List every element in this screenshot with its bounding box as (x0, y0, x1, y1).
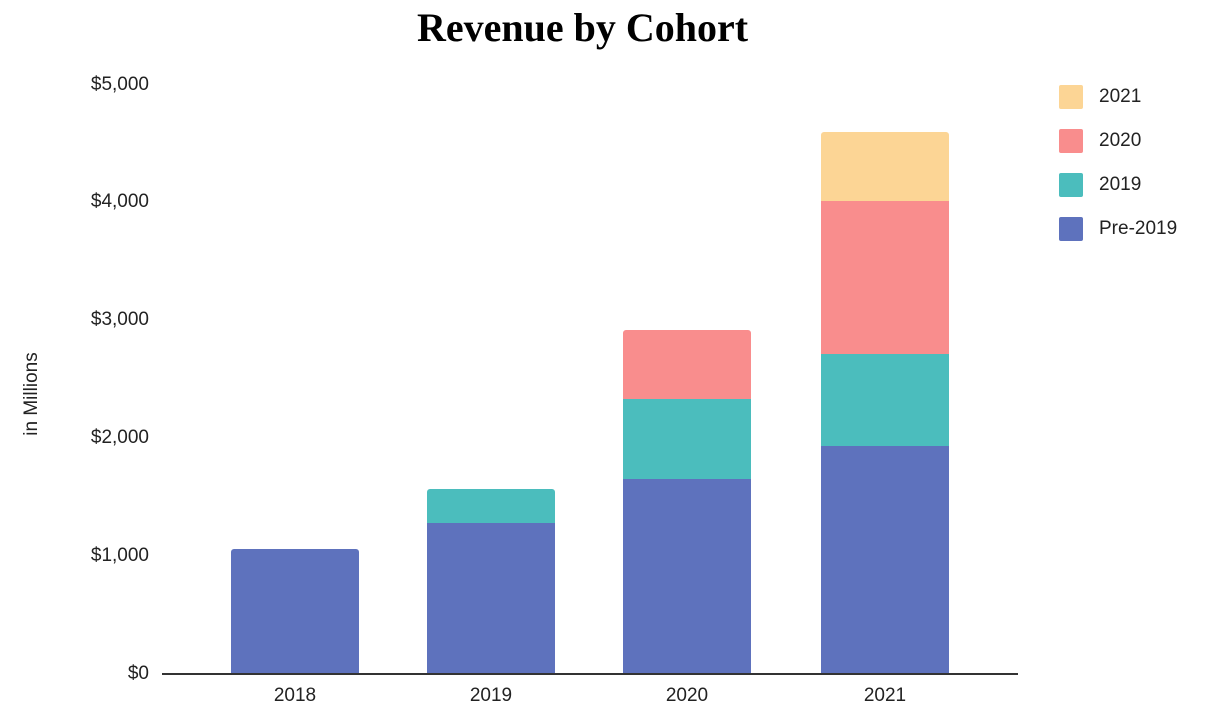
legend-label: Pre-2019 (1099, 218, 1178, 239)
bar-2021 (821, 131, 949, 674)
x-tick-label: 2021 (863, 685, 907, 706)
legend-item: 2019 (1059, 163, 1177, 207)
y-tick-label: $1,000 (90, 544, 149, 566)
y-tick-label: $5,000 (90, 73, 149, 95)
x-tick-label: 2019 (469, 685, 513, 706)
chart-title: Revenue by Cohort (416, 5, 749, 50)
bar-segment-2019 (427, 488, 555, 523)
legend-item: 2020 (1059, 119, 1177, 163)
legend-swatch-icon (1059, 217, 1083, 241)
y-tick-label: $4,000 (90, 191, 149, 213)
bar-segment-2019 (821, 354, 949, 447)
legend: 2021 2020 2019 Pre-2019 (1059, 75, 1177, 251)
legend-label: 2021 (1099, 86, 1142, 107)
legend-item: 2021 (1059, 75, 1177, 119)
legend-swatch-icon (1059, 85, 1083, 109)
bar-2019 (427, 488, 555, 674)
x-axis-line (162, 672, 1018, 675)
bar-segment-2021 (821, 131, 949, 202)
bar-segment-pre-2019 (427, 522, 555, 674)
y-tick-label: $3,000 (90, 309, 149, 331)
bar-2018 (231, 548, 359, 674)
bar-segment-2020 (821, 201, 949, 355)
bar-2020 (623, 329, 751, 674)
bar-segment-2019 (623, 399, 751, 480)
legend-label: 2019 (1099, 174, 1142, 195)
bar-segment-pre-2019 (821, 446, 949, 674)
legend-item: Pre-2019 (1059, 207, 1177, 251)
legend-swatch-icon (1059, 173, 1083, 197)
legend-label: 2020 (1099, 130, 1142, 151)
y-axis-title: in Millions (21, 352, 42, 436)
y-tick-label: $2,000 (90, 426, 149, 448)
x-tick-label: 2020 (665, 685, 709, 706)
y-tick-label: $0 (127, 662, 149, 684)
bar-segment-pre-2019 (623, 479, 751, 674)
legend-swatch-icon (1059, 129, 1083, 153)
x-tick-label: 2018 (273, 685, 317, 706)
bar-segment-pre-2019 (231, 548, 359, 674)
bar-segment-2020 (623, 329, 751, 400)
